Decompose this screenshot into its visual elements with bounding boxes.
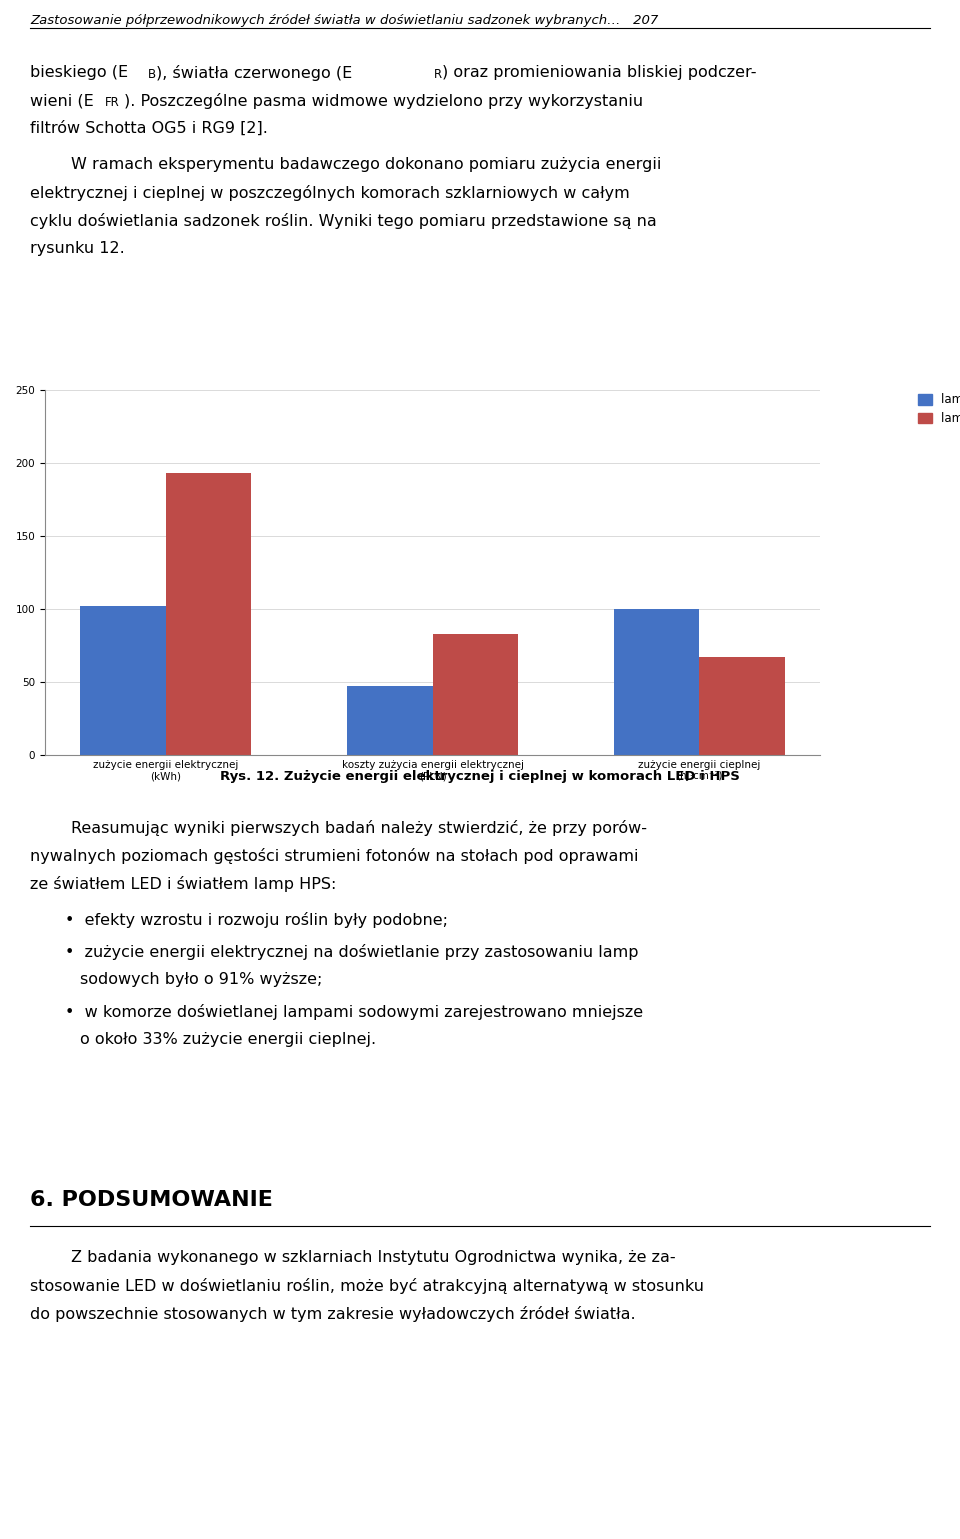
Text: •  zużycie energii elektrycznej na doświetlanie przy zastosowaniu lamp: • zużycie energii elektrycznej na doświe… <box>65 943 638 960</box>
Text: nywalnych poziomach gęstości strumieni fotonów na stołach pod oprawami: nywalnych poziomach gęstości strumieni f… <box>30 848 638 863</box>
Text: Z badania wykonanego w szklarniach Instytutu Ogrodnictwa wynika, że za-: Z badania wykonanego w szklarniach Insty… <box>30 1250 676 1265</box>
Bar <box>433 634 517 756</box>
Text: Rys. 12. Zużycie energii elektrycznej i cieplnej w komorach LED i HPS: Rys. 12. Zużycie energii elektrycznej i … <box>220 770 740 783</box>
Legend: lampy LED, lampy sodowe: lampy LED, lampy sodowe <box>913 389 960 429</box>
Text: ze światłem LED i światłem lamp HPS:: ze światłem LED i światłem lamp HPS: <box>30 876 336 893</box>
Text: elektrycznej i cieplnej w poszczególnych komorach szklarniowych w całym: elektrycznej i cieplnej w poszczególnych… <box>30 185 630 202</box>
Text: o około 33% zużycie energii cieplnej.: o około 33% zużycie energii cieplnej. <box>80 1033 376 1047</box>
Text: •  efekty wzrostu i rozwoju roślin były podobne;: • efekty wzrostu i rozwoju roślin były p… <box>65 913 448 928</box>
Text: R: R <box>434 68 443 82</box>
Text: wieni (E: wieni (E <box>30 92 94 108</box>
Text: FR: FR <box>105 95 120 109</box>
Text: ) oraz promieniowania bliskiej podczer-: ) oraz promieniowania bliskiej podczer- <box>442 65 756 80</box>
Text: rysunku 12.: rysunku 12. <box>30 242 125 255</box>
Text: B: B <box>148 68 156 82</box>
Text: 6. PODSUMOWANIE: 6. PODSUMOWANIE <box>30 1190 273 1210</box>
Text: W ramach eksperymentu badawczego dokonano pomiaru zużycia energii: W ramach eksperymentu badawczego dokonan… <box>30 157 661 172</box>
Text: do powszechnie stosowanych w tym zakresie wyładowczych źródeł światła.: do powszechnie stosowanych w tym zakresi… <box>30 1307 636 1322</box>
Text: Reasumując wyniki pierwszych badań należy stwierdzić, że przy porów-: Reasumując wyniki pierwszych badań należ… <box>30 820 647 836</box>
Bar <box>81 606 166 756</box>
Text: sodowych było o 91% wyższe;: sodowych było o 91% wyższe; <box>80 973 323 986</box>
Text: Zastosowanie półprzewodnikowych źródeł światła w doświetlaniu sadzonek wybranych: Zastosowanie półprzewodnikowych źródeł ś… <box>30 14 659 28</box>
Text: bieskiego (E: bieskiego (E <box>30 65 128 80</box>
Bar <box>166 472 251 756</box>
Bar <box>614 609 700 756</box>
Bar <box>348 686 433 756</box>
Text: stosowanie LED w doświetlaniu roślin, może być atrakcyjną alternatywą w stosunku: stosowanie LED w doświetlaniu roślin, mo… <box>30 1277 704 1294</box>
Text: cyklu doświetlania sadzonek roślin. Wyniki tego pomiaru przedstawione są na: cyklu doświetlania sadzonek roślin. Wyni… <box>30 212 657 229</box>
Bar <box>700 657 784 756</box>
Text: ), światła czerwonego (E: ), światła czerwonego (E <box>156 65 352 82</box>
Text: •  w komorze doświetlanej lampami sodowymi zarejestrowano mniejsze: • w komorze doświetlanej lampami sodowym… <box>65 1003 643 1020</box>
Text: filtrów Schotta OG5 i RG9 [2].: filtrów Schotta OG5 i RG9 [2]. <box>30 122 268 137</box>
Text: ). Poszczególne pasma widmowe wydzielono przy wykorzystaniu: ). Poszczególne pasma widmowe wydzielono… <box>124 92 643 109</box>
